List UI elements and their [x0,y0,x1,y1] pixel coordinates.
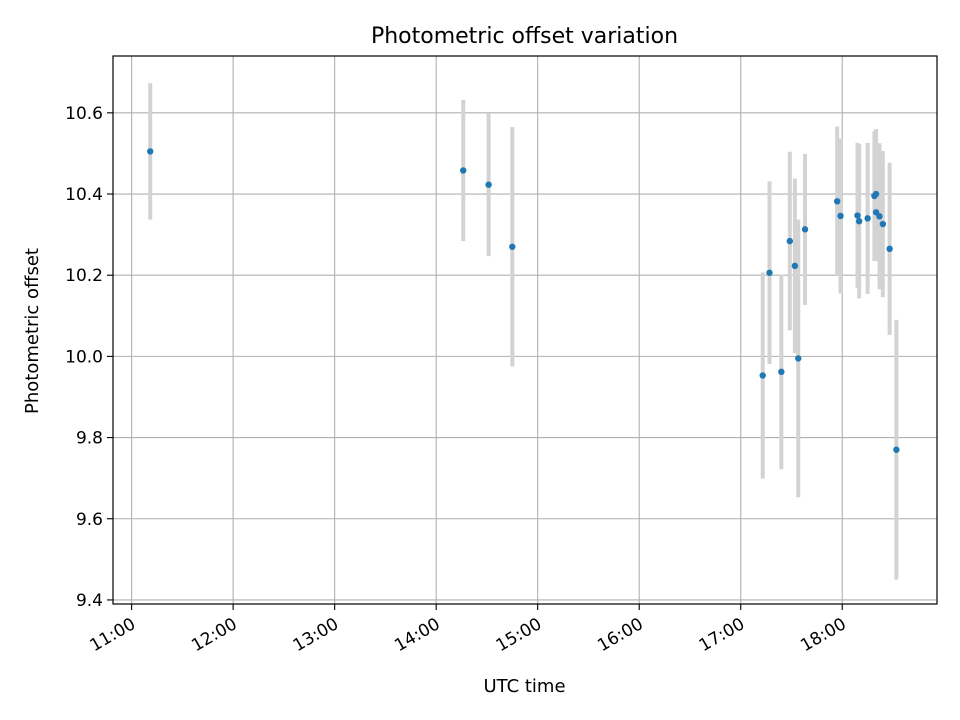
data-point [509,243,516,250]
chart-title: Photometric offset variation [371,24,678,49]
data-point [795,355,802,362]
y-tick-label: 10.2 [65,266,103,286]
data-point [766,269,773,276]
data-point [876,213,883,220]
plot-frame [112,55,938,605]
point-layer [147,148,900,453]
y-tick-label: 10.0 [65,347,103,367]
data-point [759,372,766,379]
y-tick-label: 9.6 [76,510,103,530]
data-point [886,245,893,253]
y-axis-label: Photometric offset [22,248,43,414]
y-tick-label: 9.4 [76,591,103,611]
y-tick-label: 10.6 [65,104,103,124]
data-point [837,212,844,220]
data-point [893,446,900,453]
data-point [855,218,863,225]
data-point [872,190,880,198]
data-point [879,220,887,228]
data-point [791,262,799,270]
data-point [833,198,841,205]
data-point [778,368,785,376]
data-point [147,148,154,155]
data-point [864,215,871,222]
data-point [485,181,492,188]
data-point [801,226,809,233]
data-point [854,212,861,219]
y-tick-label: 9.8 [76,429,103,449]
x-axis-label: UTC time [483,676,565,697]
data-point [786,237,793,245]
data-point [460,167,467,174]
y-tick-label: 10.4 [65,185,103,205]
